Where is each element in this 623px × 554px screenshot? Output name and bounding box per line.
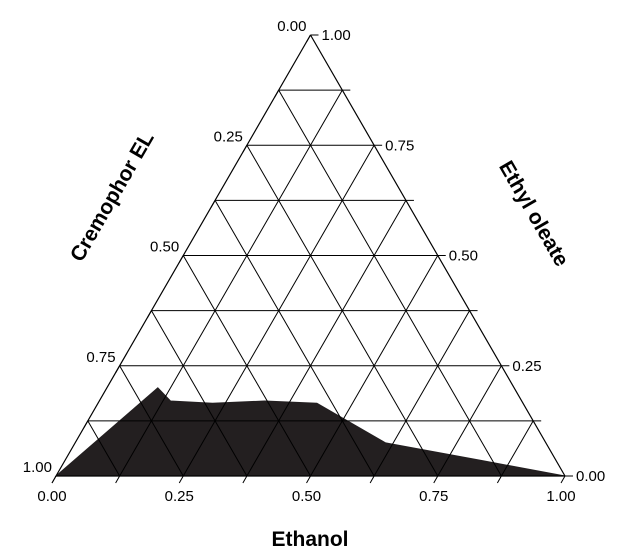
- tick-bottom: [306, 475, 311, 484]
- axis-title-bottom: Ethanol: [272, 528, 349, 551]
- tick-left: [147, 310, 152, 318]
- tick-bottom: [369, 475, 375, 484]
- tick-label-left: 1.00: [23, 459, 52, 476]
- tick-left: [242, 145, 248, 153]
- grid-line: [214, 200, 375, 477]
- tick-label-right: 0.25: [512, 358, 541, 375]
- tick-label-bottom: 0.25: [165, 488, 194, 505]
- tick-label-bottom: 1.00: [546, 488, 575, 505]
- tick-label-left: 0.00: [277, 18, 306, 35]
- tick-left: [115, 365, 121, 373]
- tick-label-right: 0.00: [576, 468, 605, 485]
- grid-line: [373, 310, 470, 477]
- tick-label-right: 1.00: [322, 27, 351, 44]
- tick-label-right: 0.75: [385, 137, 414, 154]
- tick-left: [178, 255, 184, 263]
- tick-label-left: 0.50: [150, 239, 179, 256]
- tick-label-bottom: 0.00: [37, 488, 66, 505]
- grid-line: [246, 200, 407, 477]
- grid-line: [182, 255, 311, 477]
- tick-left: [83, 420, 89, 429]
- tick-label-right: 0.50: [449, 248, 478, 265]
- tick-label-bottom: 0.75: [419, 488, 448, 505]
- tick-bottom: [242, 475, 248, 484]
- tick-label-left: 0.75: [86, 349, 115, 366]
- grid-line: [437, 365, 502, 477]
- grid-line: [87, 420, 121, 477]
- tick-left: [210, 200, 216, 208]
- shaded-region: [54, 387, 566, 477]
- axis-title-left: Cremophor EL: [66, 128, 159, 266]
- grid-line: [278, 89, 502, 477]
- tick-bottom: [115, 475, 121, 484]
- tick-label-bottom: 0.50: [292, 488, 321, 505]
- tick-bottom: [433, 475, 439, 484]
- tick-left: [274, 89, 280, 98]
- tick-left: [51, 475, 57, 484]
- tick-bottom: [560, 475, 566, 484]
- grid-line: [151, 310, 248, 477]
- grid-line: [119, 365, 184, 477]
- grid-line: [500, 420, 534, 477]
- axis-title-right: Ethyl oleate: [494, 157, 573, 271]
- tick-bottom: [496, 475, 502, 484]
- tick-left: [306, 34, 311, 43]
- tick-label-left: 0.25: [214, 128, 243, 145]
- tick-bottom: [178, 475, 184, 484]
- grid-line: [310, 255, 439, 477]
- grid-line: [119, 89, 343, 477]
